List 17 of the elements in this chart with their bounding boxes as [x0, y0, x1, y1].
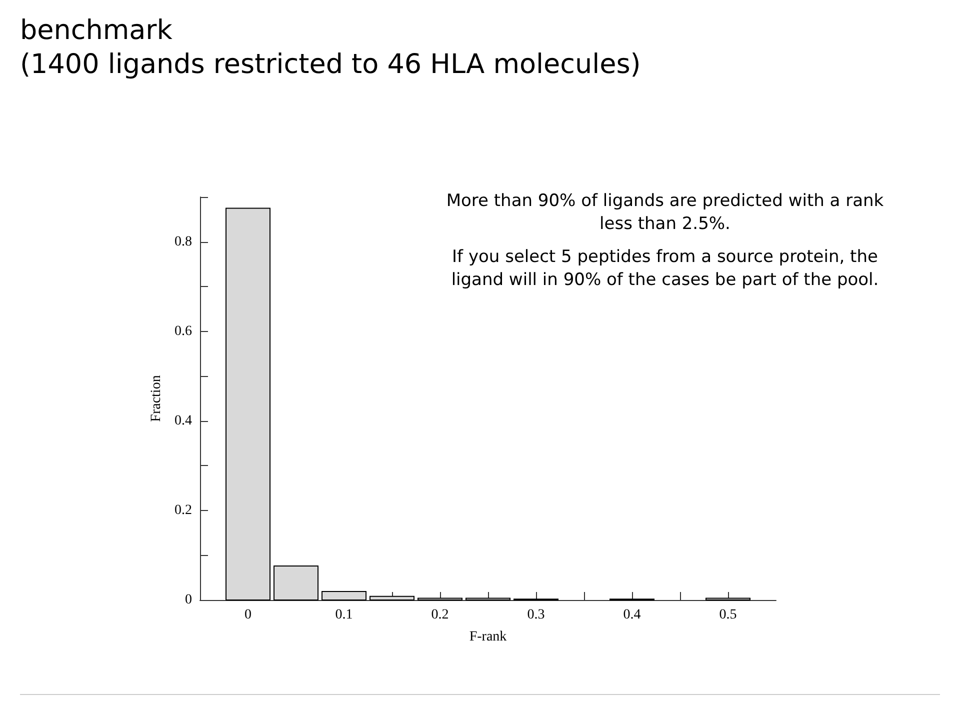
y-tick-label: 0.8 [174, 234, 192, 250]
y-tick-label: 0.4 [174, 413, 192, 428]
x-tick-label: 0 [244, 608, 252, 622]
x-tick-label: 0.3 [527, 608, 545, 622]
y-axis-title: Fraction [149, 375, 164, 422]
x-tick-label: 0.1 [335, 608, 353, 622]
annotation: More than 90% of ligands are predicted with a rank less than 2.5%. [445, 190, 885, 236]
y-tick-label: 0.2 [174, 502, 192, 518]
chart-title: benchmark [20, 14, 174, 48]
x-tick-label: 0.5 [719, 608, 737, 622]
annotation: If you select 5 peptides from a source protein, the ligand will in 90% of the cases be part of the pool. [450, 246, 880, 292]
x-tick-label: 0.4 [623, 608, 641, 622]
chart-subtitle: (1400 ligands restricted to 46 HLA molecules) [20, 48, 641, 82]
x-axis-title: F-rank [469, 630, 507, 644]
x-tick-label: 0.2 [431, 608, 449, 622]
y-tick-label: 0.6 [174, 324, 192, 339]
y-tick-label: 0 [185, 592, 192, 608]
